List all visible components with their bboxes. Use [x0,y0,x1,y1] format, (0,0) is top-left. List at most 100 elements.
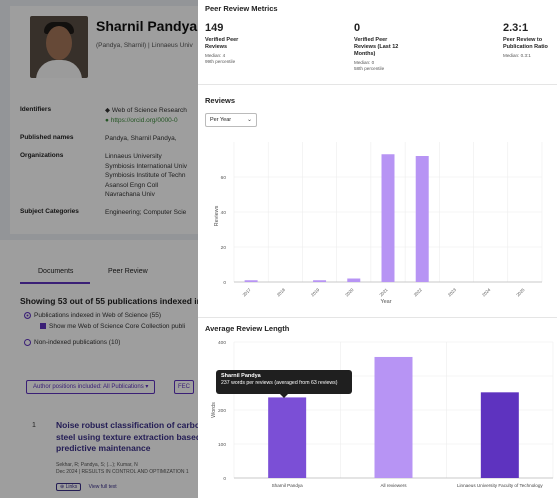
reviews-chart: 2017 2018 2019 2020 2021 2022 2023 2024 2025 0 20 4… [214,142,543,305]
y-tick-label: 0 [223,280,226,286]
publication-title[interactable]: Noise robust classification of carbo ste… [56,420,201,455]
radio-empty-icon [24,339,31,346]
checkbox-core-collection[interactable]: Show me Web of Science Core Collection p… [40,323,185,330]
metric-value: 149 [205,22,224,34]
profile-name: Sharnil Pandya [96,18,198,34]
avatar [30,16,88,78]
per-year-dropdown[interactable]: Per Year ⌄ [205,113,257,127]
publication-number: 1 [32,422,36,429]
metric-review-ratio: 2.3:1 Peer Review to Publication Ratio M… [503,22,557,59]
x-tick-label: 2021 [378,287,389,298]
organization-item: Navrachana Univ [105,191,155,198]
y-tick-label: 100 [218,442,226,448]
radio-selected-icon [24,312,31,319]
y-tick-label: 20 [221,245,227,251]
reviews-bar[interactable] [381,154,395,282]
links-button[interactable]: ⊕ Links [56,483,82,491]
y-tick-label: 200 [218,408,226,414]
active-tab-indicator [20,282,90,284]
reviews-section-title: Reviews [205,96,236,105]
reviews-bar[interactable] [313,280,327,282]
view-full-text-link[interactable]: View full text [88,484,117,490]
fec-button[interactable]: FEC [174,380,194,394]
avatar-face [46,26,72,60]
metric-label: Peer Review to Publication Ratio [503,37,548,50]
orcid-icon: ● [105,117,111,124]
publication-title-line: predictive maintenance [56,443,151,453]
dropdown-value: Per Year [210,117,232,123]
metric-sub: Median: 0 58th percentile [354,60,385,71]
tab-peer-review[interactable]: Peer Review [108,268,148,275]
x-tick-label: 2024 [481,287,492,298]
bar-tooltip: Sharnil Pandya 237 words per reviews (av… [216,370,352,398]
subject-categories-label: Subject Categories [20,208,79,215]
y-tick-label: 60 [221,175,227,181]
published-names-value: Pandya, Sharnil Pandya, [105,135,177,142]
publications-section [10,256,200,498]
author-positions-button[interactable]: Author positions included: All Publicati… [26,380,156,394]
x-tick-label: 2017 [242,287,253,298]
identifiers-orcid[interactable]: ● https://orcid.org/0000-0 [105,117,178,124]
organizations-list: Linnaeus University Symbiosis Internatio… [105,152,187,200]
reviews-x-axis-title: Year [380,299,391,305]
publication-title-line: steel using texture extraction based [56,431,202,442]
publication-source: Dec 2024 | RESULTS IN CONTROL AND OPTIMI… [56,469,189,475]
metric-recent-reviews: 0 Verified Peer Reviews (Last 12 Months)… [354,22,474,72]
avg-review-length-chart: Sharnil Pandya All reviewers Linnaeus Univ… [211,340,554,488]
metric-label: Verified Peer Reviews (Last 12 Months) [354,37,399,57]
organization-item: Asansol Engn Coll [105,181,159,189]
reviews-bar[interactable] [244,280,258,282]
reviews-bar[interactable] [347,278,361,283]
organization-item: Symbiosis International Univ [105,162,188,170]
metric-value: 0 [354,22,361,34]
avg-length-bar[interactable] [374,356,413,478]
tooltip-title: Sharnil Pandya [221,373,261,379]
chevron-down-icon: ⌄ [246,117,252,123]
avg-length-bar[interactable] [268,397,307,478]
reviews-bar[interactable] [415,156,429,282]
identifiers-label: Identifiers [20,106,52,113]
radio-indexed[interactable]: Publications indexed in Web of Science (… [24,312,161,319]
x-tick-label: 2022 [413,287,424,298]
x-tick-label: Linnaeus University Faculty of Technolog… [457,483,543,488]
publication-authors: Sekhar, R; Pandya, S; (...); Kumar, N [56,462,138,468]
organization-item: Symbiosis Institute of Techn [105,172,186,179]
y-tick-label: 40 [221,210,227,216]
metric-verified-reviews: 149 Verified Peer Reviews Median: 4 99th… [205,22,325,65]
subject-categories-value: Engineering; Computer Scie [105,209,187,216]
tooltip-text: 237 words per reviews (averaged from 63 … [221,380,338,386]
metric-sub: Median: 0.3:1 [503,53,531,58]
publication-title-line: Noise robust classification of carbo [56,420,201,430]
x-tick-label: 2018 [276,287,287,298]
profile-subtitle: (Pandya, Sharnil) | Linnaeus Univ [96,42,193,49]
publication-actions: ⊕ Links View full text [56,483,117,491]
avg-review-length-title: Average Review Length [205,324,290,333]
avg-length-bar[interactable] [480,392,519,478]
section-divider [198,317,557,318]
reviews-y-axis-title: Reviews [214,205,220,226]
x-tick-label: 2025 [515,287,526,298]
metric-value: 2.3:1 [503,22,529,34]
words-y-axis-title: Words [211,402,217,418]
tooltip-arrow [280,394,288,398]
tab-documents[interactable]: Documents [38,268,74,275]
peer-review-metrics-panel: Peer Review Metrics 149 Verified Peer Re… [198,0,557,498]
x-tick-label: 2020 [344,287,355,298]
x-tick-label: Sharnil Pandya [272,483,304,488]
showing-count: Showing 53 out of 55 publications indexe… [20,296,202,306]
panel-title: Peer Review Metrics [205,4,278,13]
published-names-label: Published names [20,134,74,141]
metric-sub: Median: 4 99th percentile [205,53,236,64]
organizations-label: Organizations [20,152,64,159]
y-tick-label: 400 [218,340,226,346]
section-divider [198,84,557,85]
x-tick-label: 2023 [447,287,458,298]
identifiers-wos[interactable]: ◆ Web of Science Research [105,107,187,114]
radio-non-indexed[interactable]: Non-indexed publications (10) [24,339,120,346]
checkbox-checked-icon [40,323,46,330]
x-tick-label: All reviewers [380,483,407,488]
avatar-shirt [36,60,82,78]
publication-meta: Sekhar, R; Pandya, S; (...); Kumar, N De… [56,462,189,476]
x-tick-label: 2019 [310,287,321,298]
organization-item: Linnaeus University [105,153,162,160]
